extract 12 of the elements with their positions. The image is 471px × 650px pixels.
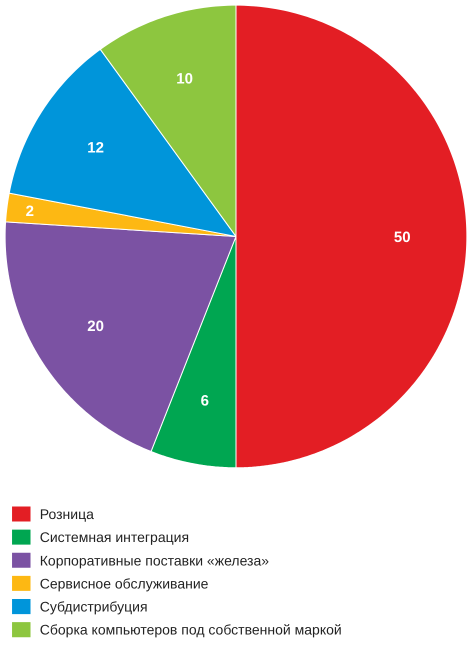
data-label: 6 [200,392,210,410]
data-label: 2 [26,202,34,220]
legend-label: Системная интеграция [40,529,190,546]
data-label: 20 [87,318,104,336]
data-label: 12 [87,140,104,157]
legend-label: Субдистрибуция [40,598,148,615]
legend-label: Корпоративные поставки «железа» [40,552,270,568]
data-label: 50 [394,228,411,246]
legend-label: Сборка компьютеров под собственной маркой [40,622,342,638]
legend-label: Розница [40,506,94,522]
legend-label: Сервисное обслуживание [40,575,209,592]
data-label: 10 [176,70,193,88]
